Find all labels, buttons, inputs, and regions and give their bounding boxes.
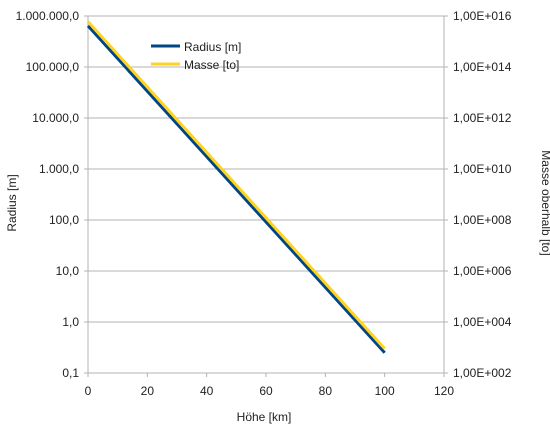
x-tick-label-4: 80 (319, 384, 333, 398)
y2-tick-label-6: 1,00E+014 (453, 60, 512, 74)
y-tick-label-0: 0,1 (62, 366, 79, 380)
y2-tick-label-7: 1,00E+016 (453, 9, 512, 23)
y-tick-label-4: 1.000,0 (39, 162, 79, 176)
y2-tick-label-1: 1,00E+004 (453, 315, 512, 329)
y-tick-label-6: 100.000,0 (26, 60, 80, 74)
x-axis-title: Höhe [km] (237, 410, 292, 424)
y2-tick-label-5: 1,00E+012 (453, 111, 512, 125)
y-axis-title: Radius [m] (5, 174, 19, 231)
x-tick-label-2: 40 (200, 384, 214, 398)
x-tick-label-6: 120 (434, 384, 454, 398)
legend-label-masse: Masse [to] (184, 58, 239, 72)
y2-tick-label-3: 1,00E+008 (453, 213, 512, 227)
x-tick-label-3: 60 (259, 384, 273, 398)
series-line-0 (86, 24, 386, 354)
legend: Radius [m] Masse [to] (151, 40, 241, 72)
y-tick-label-5: 10.000,0 (32, 111, 79, 125)
y2-axis-title: Masse oberhalb [to] (539, 150, 550, 255)
axes (84, 15, 448, 377)
y-tick-label-2: 10,0 (56, 264, 80, 278)
legend-label-radius: Radius [m] (184, 40, 241, 54)
y2-tick-label-4: 1,00E+010 (453, 162, 512, 176)
x-tick-label-1: 20 (141, 384, 155, 398)
y-tick-label-3: 100,0 (49, 213, 79, 227)
tick-labels: 0 20 40 60 80 100 120 0,1 1,0 10,0 100,0 1.000,0 10.… (16, 9, 512, 398)
y2-tick-label-2: 1,00E+006 (453, 264, 512, 278)
y-tick-label-1: 1,0 (62, 315, 79, 329)
x-tick-label-0: 0 (85, 384, 92, 398)
series-line-1 (86, 20, 386, 350)
x-tick-label-5: 100 (375, 384, 395, 398)
gridlines (88, 15, 444, 374)
plot-series (86, 20, 386, 354)
y-tick-label-7: 1.000.000,0 (16, 9, 80, 23)
y2-tick-label-0: 1,00E+002 (453, 366, 512, 380)
